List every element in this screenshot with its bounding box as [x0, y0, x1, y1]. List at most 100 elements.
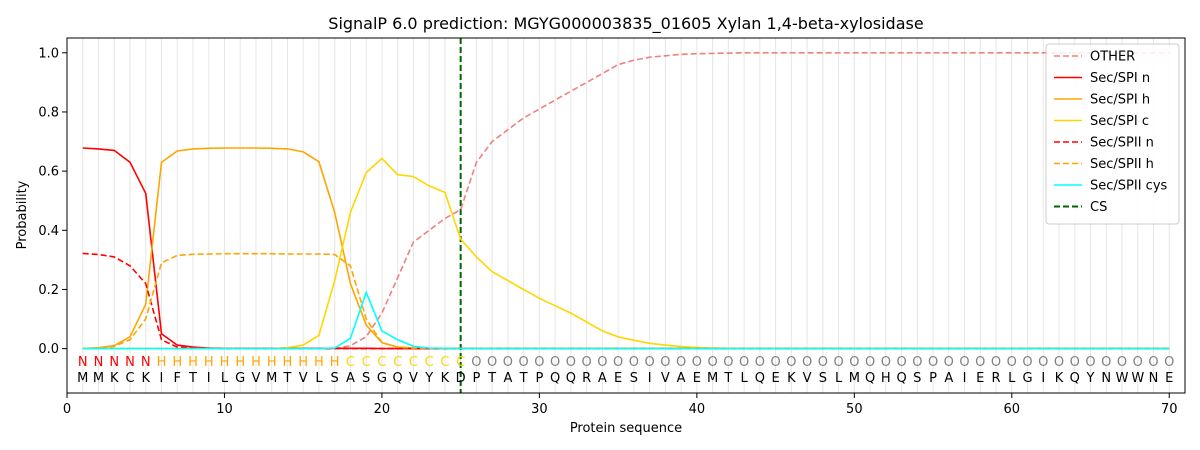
- region-label: O: [1101, 355, 1111, 370]
- sequence-residue: W: [1131, 371, 1144, 386]
- x-tick-label: 70: [1161, 402, 1178, 417]
- sequence-residue: I: [648, 371, 652, 386]
- region-label: H: [283, 355, 293, 370]
- sequence-residue: E: [771, 371, 779, 386]
- region-label: O: [833, 355, 843, 370]
- region-label: O: [723, 355, 733, 370]
- sequence-residue: M: [707, 371, 718, 386]
- sequence-residue: G: [1022, 371, 1032, 386]
- sequence-residue: E: [693, 371, 701, 386]
- region-label: O: [896, 355, 906, 370]
- region-label: O: [928, 355, 938, 370]
- x-tick-label: 10: [216, 402, 233, 417]
- sequence-residue: T: [487, 371, 496, 386]
- sequence-residue: L: [835, 371, 843, 386]
- region-label: H: [298, 355, 308, 370]
- region-label: O: [487, 355, 497, 370]
- region-label: O: [597, 355, 607, 370]
- sequence-residue: T: [519, 371, 528, 386]
- sequence-residue: L: [221, 371, 229, 386]
- x-tick-label: 50: [846, 402, 863, 417]
- region-label: O: [471, 355, 481, 370]
- sequence-residue: A: [598, 371, 607, 386]
- sequence-residue: P: [929, 371, 937, 386]
- sequence-residue: R: [992, 371, 1001, 386]
- region-label: H: [314, 355, 324, 370]
- sequence-residue: K: [141, 371, 150, 386]
- region-label: O: [959, 355, 969, 370]
- region-label: O: [975, 355, 985, 370]
- sequence-residue: V: [252, 371, 261, 386]
- region-label: C: [456, 355, 465, 370]
- sequence-residue: P: [472, 371, 480, 386]
- sequence-residue: S: [819, 371, 827, 386]
- sequence-residue: G: [235, 371, 245, 386]
- sequence-residue: N: [1101, 371, 1111, 386]
- sequence-residue: M: [266, 371, 277, 386]
- region-label: H: [172, 355, 182, 370]
- region-label: O: [1038, 355, 1048, 370]
- y-tick-label: 0.4: [38, 224, 59, 239]
- sequence-residue: Q: [566, 371, 576, 386]
- legend-label: Sec/SPI n: [1090, 71, 1150, 86]
- sequence-residue: L: [315, 371, 323, 386]
- region-label: C: [393, 355, 402, 370]
- sequence-residue: C: [125, 371, 134, 386]
- sequence-residue: S: [362, 371, 370, 386]
- sequence-residue: I: [207, 371, 211, 386]
- region-label: O: [881, 355, 891, 370]
- region-label: O: [534, 355, 544, 370]
- sequence-residue: A: [503, 371, 512, 386]
- region-label: O: [519, 355, 529, 370]
- legend-label: CS: [1090, 200, 1107, 215]
- x-axis-label: Protein sequence: [570, 421, 682, 436]
- sequence-residue: T: [723, 371, 732, 386]
- region-label: H: [220, 355, 230, 370]
- sequence-residue: E: [976, 371, 984, 386]
- sequence-residue: V: [299, 371, 308, 386]
- sequence-residue: K: [787, 371, 796, 386]
- sequence-residue: R: [582, 371, 591, 386]
- sequence-residue: T: [188, 371, 197, 386]
- region-label: O: [770, 355, 780, 370]
- region-label: O: [1148, 355, 1158, 370]
- x-tick-label: 60: [1004, 402, 1021, 417]
- sequence-residue: V: [409, 371, 418, 386]
- legend-label: OTHER: [1090, 50, 1135, 65]
- region-label: O: [582, 355, 592, 370]
- x-tick-label: 40: [689, 402, 706, 417]
- axes: 0 10 20 30 40 50 60 70 0.0 0.2 0.4 0.6 0.8 1.0: [38, 46, 1177, 417]
- sequence-residue: A: [677, 371, 686, 386]
- region-label: H: [235, 355, 245, 370]
- legend-label: Sec/SPII h: [1090, 157, 1154, 172]
- region-label: O: [865, 355, 875, 370]
- region-label: O: [1117, 355, 1127, 370]
- sequence-residue: Q: [755, 371, 765, 386]
- sequence-residue: Q: [393, 371, 403, 386]
- region-label: C: [409, 355, 418, 370]
- region-label: O: [503, 355, 513, 370]
- region-label: O: [1133, 355, 1143, 370]
- region-label: O: [550, 355, 560, 370]
- region-label: O: [676, 355, 686, 370]
- sequence-residue: E: [614, 371, 622, 386]
- series-layer: [82, 51, 1170, 350]
- region-label: O: [802, 355, 812, 370]
- sequence-residue: S: [913, 371, 921, 386]
- region-label: O: [755, 355, 765, 370]
- y-axis-label: Probability: [15, 180, 30, 249]
- region-label: O: [1022, 355, 1032, 370]
- region-label: O: [739, 355, 749, 370]
- sequence-residue: I: [963, 371, 967, 386]
- chart-title: SignalP 6.0 prediction: MGYG000003835_01…: [328, 14, 923, 34]
- sequence-residue: K: [110, 371, 119, 386]
- x-tick-label: 0: [63, 402, 71, 417]
- region-label: O: [692, 355, 702, 370]
- sequence-residue: A: [944, 371, 953, 386]
- sequence-residue: M: [849, 371, 860, 386]
- legend-label: Sec/SPI h: [1090, 93, 1150, 108]
- region-label: N: [78, 355, 88, 370]
